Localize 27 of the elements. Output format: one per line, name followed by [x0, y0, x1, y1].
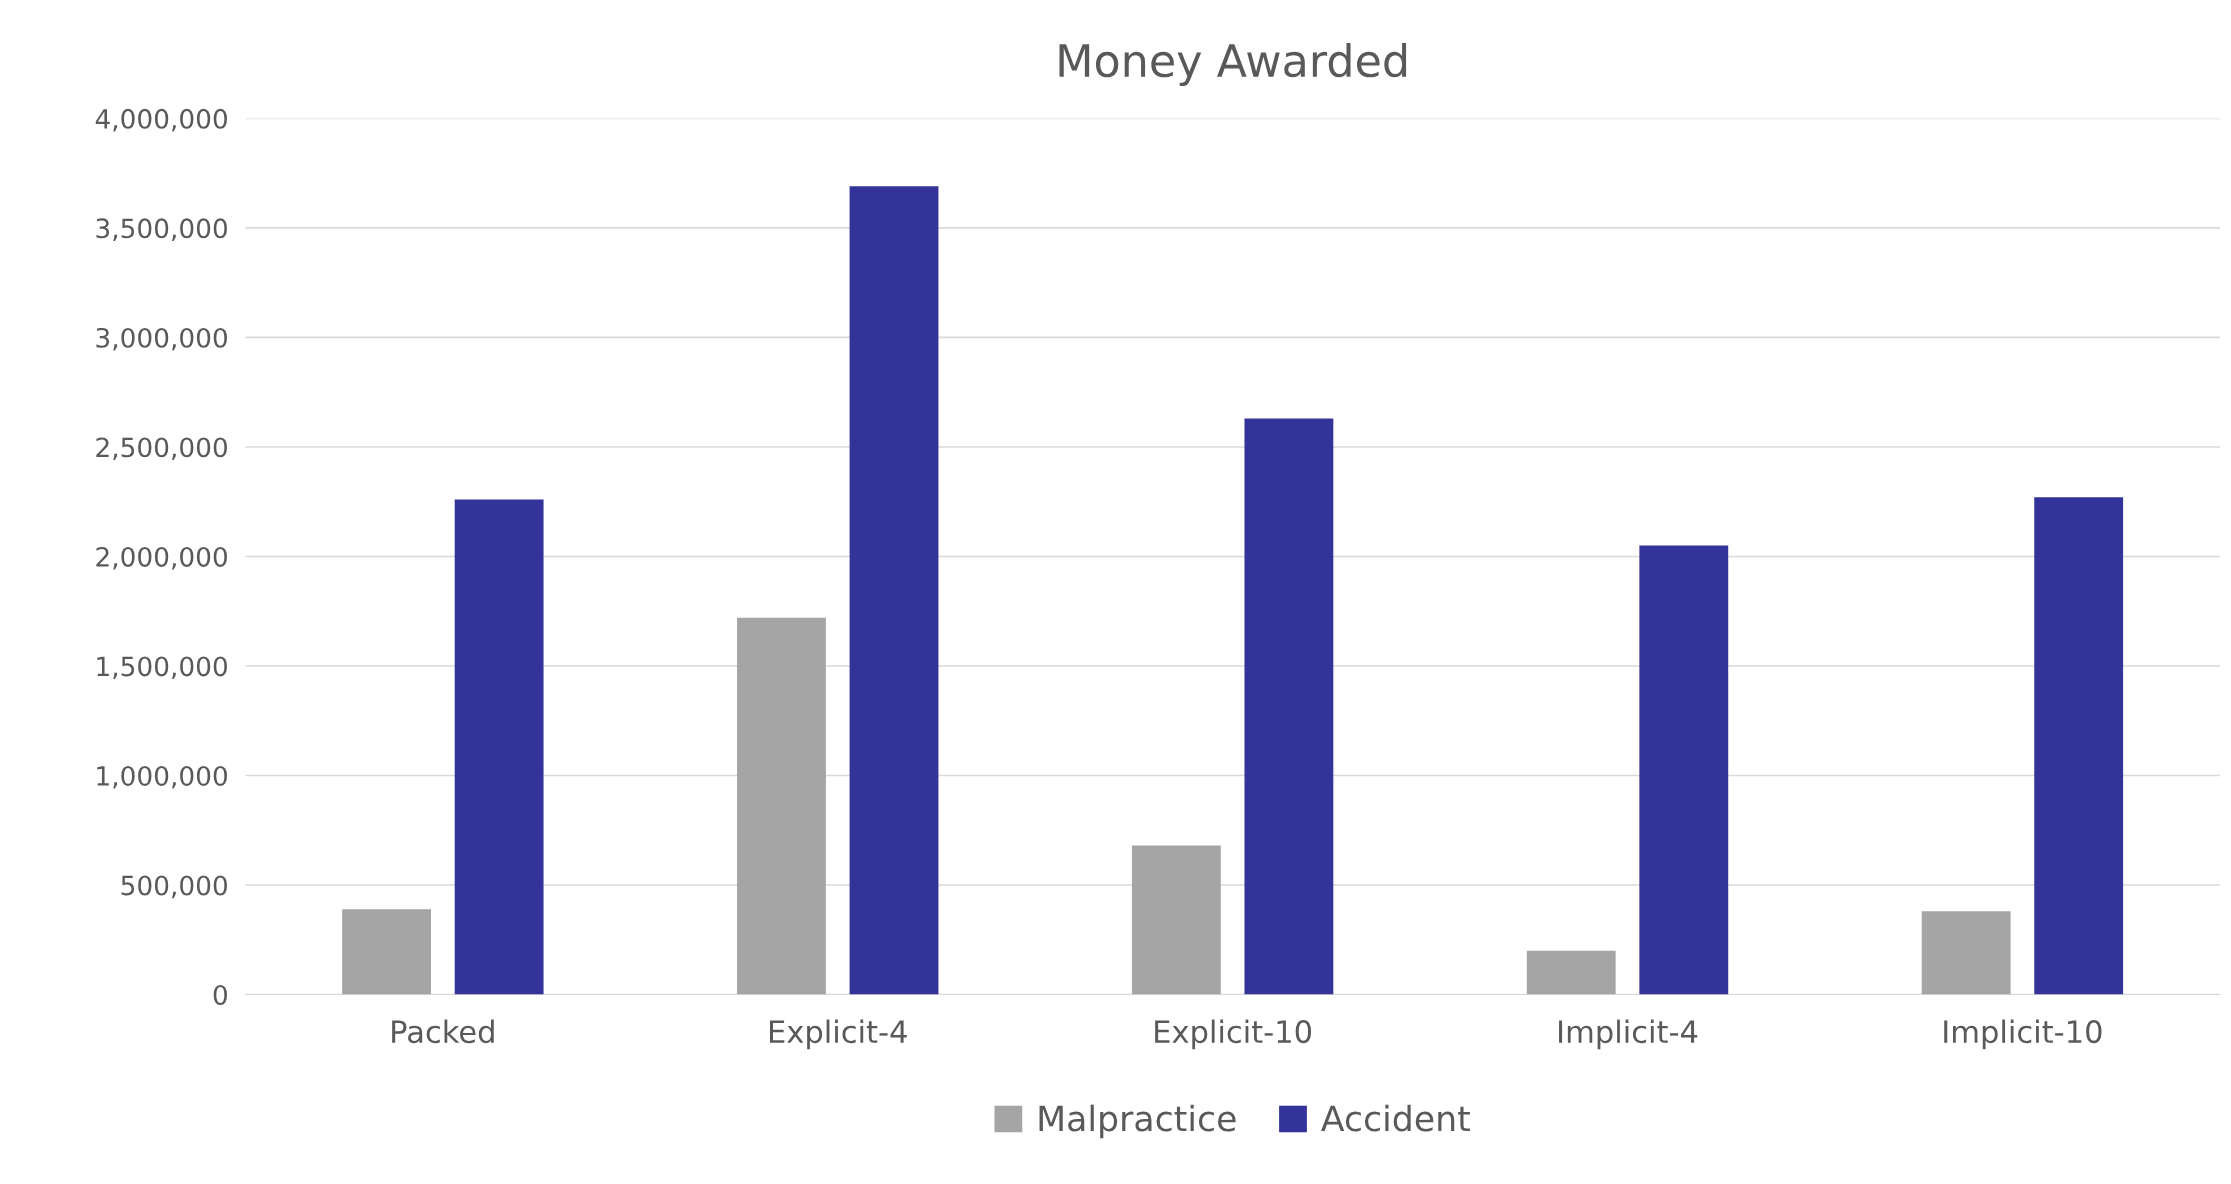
y-tick-label: 500,000: [121, 875, 227, 899]
y-tick-label: 2,000,000: [96, 546, 227, 570]
bar: [849, 186, 939, 995]
x-tick-label: Packed: [392, 1019, 494, 1044]
y-tick-label: 3,500,000: [96, 218, 227, 242]
bar: [1131, 845, 1221, 995]
y-tick-label: 0: [213, 985, 227, 1005]
bar: [454, 499, 544, 995]
x-tick-label: Explicit-4: [769, 1019, 907, 1050]
bar: [342, 909, 432, 995]
x-tick-label: Implicit-4: [1559, 1019, 1698, 1050]
x-tick-label: Implicit-10: [1944, 1019, 2102, 1050]
bar: [737, 617, 826, 995]
legend-label: Malpractice: [1039, 1104, 1236, 1139]
bar: [1244, 418, 1334, 995]
bar: [1639, 545, 1729, 995]
bar: [1526, 950, 1616, 995]
y-tick-label: 4,000,000: [95, 108, 227, 132]
y-tick-label: 1,000,000: [97, 765, 227, 789]
x-tick-label: Explicit-10: [1155, 1019, 1312, 1050]
bar: [1921, 911, 2011, 995]
y-tick-label: 1,500,000: [97, 656, 227, 680]
bar: [2034, 497, 2124, 995]
y-tick-label: 3,000,000: [96, 327, 227, 351]
legend-label: Accident: [1321, 1104, 1470, 1132]
chart-title: Money Awarded: [1059, 42, 1407, 86]
y-tick-label: 2,500,000: [96, 437, 227, 461]
